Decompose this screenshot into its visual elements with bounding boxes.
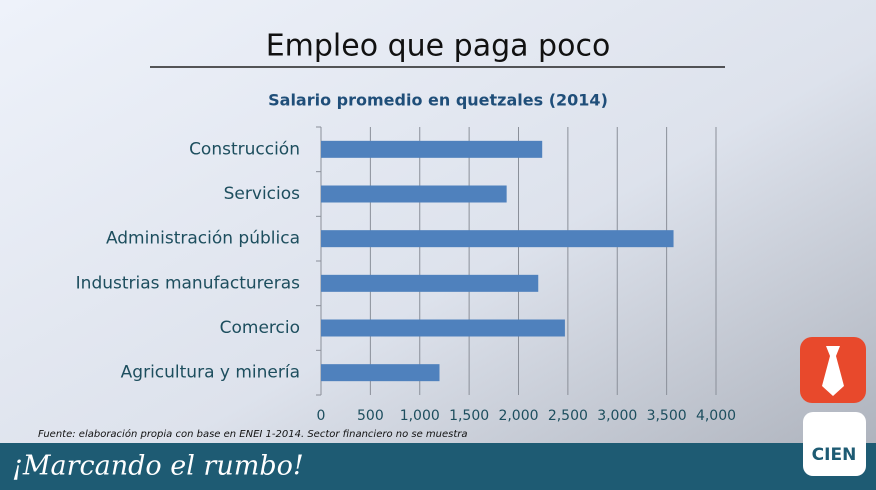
x-tick-label: 1,500 xyxy=(449,408,489,424)
logo-text: CIEN xyxy=(812,445,857,465)
x-tick-label: 3,500 xyxy=(647,408,687,424)
y-tick-label: Industrias manufactureras xyxy=(76,273,300,293)
y-tick-label: Comercio xyxy=(220,318,300,338)
footer-text: ¡Marcando el rumbo! xyxy=(12,451,304,482)
chart-title: Salario promedio en quetzales (2014) xyxy=(268,91,608,110)
y-tick-label: Construcción xyxy=(189,139,300,159)
x-tick-label: 500 xyxy=(357,408,384,424)
y-tick-label: Servicios xyxy=(224,184,300,204)
footer-bar xyxy=(0,443,876,490)
x-tick-label: 4,000 xyxy=(696,408,736,424)
tie-shape xyxy=(822,346,844,396)
y-tick-label: Agricultura y minería xyxy=(121,363,300,383)
x-tick-label: 2,500 xyxy=(548,408,588,424)
y-tick-label: Administración pública xyxy=(106,229,300,249)
bar xyxy=(321,319,565,337)
slide-heading: Empleo que paga poco xyxy=(266,29,611,64)
x-tick-label: 0 xyxy=(317,408,326,424)
x-tick-label: 2,000 xyxy=(498,408,538,424)
source-note: Fuente: elaboración propia con base en E… xyxy=(38,428,468,440)
bar xyxy=(321,364,440,382)
logo-box xyxy=(803,412,866,476)
x-tick-label: 3,000 xyxy=(597,408,637,424)
bar xyxy=(321,140,543,158)
bar xyxy=(321,274,539,292)
bar xyxy=(321,185,507,203)
bar xyxy=(321,230,674,248)
x-tick-label: 1,000 xyxy=(400,408,440,424)
